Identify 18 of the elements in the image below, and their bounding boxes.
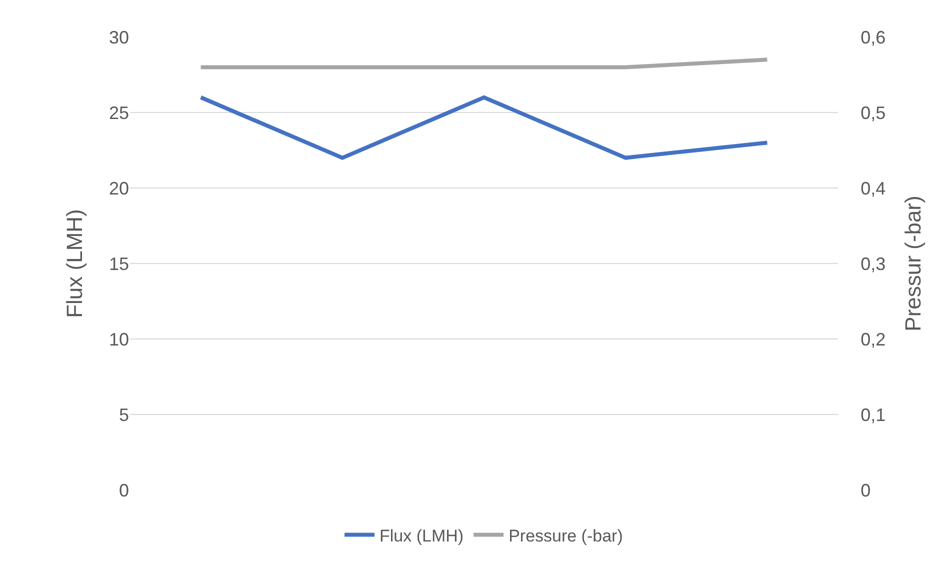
y-tick-label: 30 xyxy=(108,27,129,48)
y-tick-label: 25 xyxy=(108,102,129,123)
y2-tick-label: 0,6 xyxy=(860,27,886,48)
y-tick-label: 20 xyxy=(108,178,129,198)
y2-tick-label: 0,2 xyxy=(860,329,886,350)
y-tick-label: 10 xyxy=(108,329,129,350)
y2-axis-title: Pressur (-bar) xyxy=(900,196,926,332)
y2-tick-label: 0,4 xyxy=(860,178,886,198)
y-axis-title: Flux (LMH) xyxy=(62,209,87,318)
legend-label: Pressure (-bar) xyxy=(508,526,623,546)
y-tick-label: 15 xyxy=(108,254,129,274)
y-tick-label: 0 xyxy=(118,480,129,500)
y2-tick-label: 0,5 xyxy=(860,102,886,123)
y-tick-label: 5 xyxy=(118,404,129,425)
y2-tick-label: 0,3 xyxy=(860,254,886,274)
legend-label: Flux (LMH) xyxy=(380,526,464,546)
y2-tick-label: 0,1 xyxy=(860,404,886,425)
y2-tick-label: 0 xyxy=(860,480,871,500)
